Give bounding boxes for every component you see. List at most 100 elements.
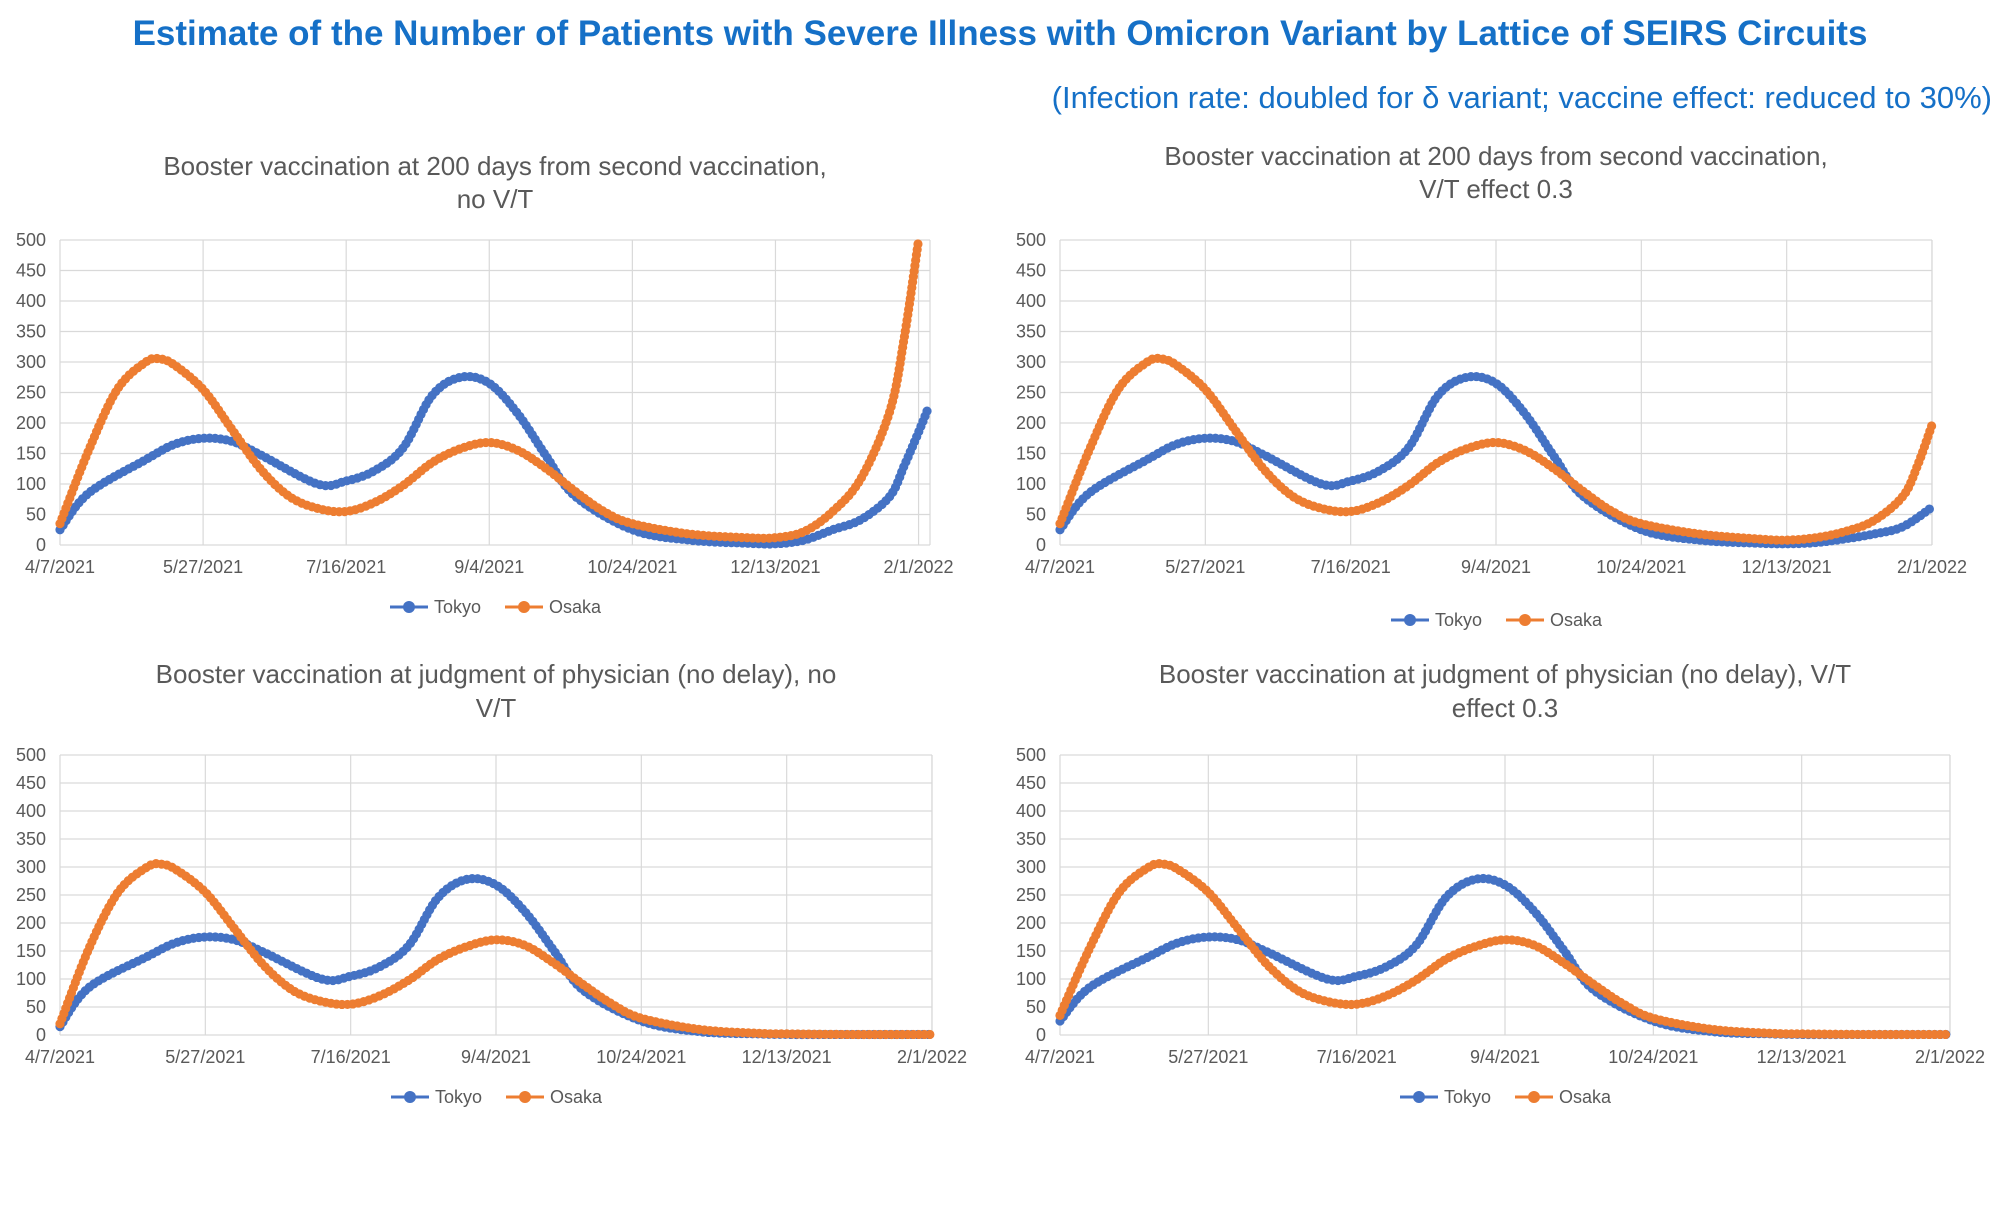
y-tick-label: 450 <box>16 773 46 793</box>
legend-label-tokyo: Tokyo <box>435 1087 482 1107</box>
legend-label-osaka: Osaka <box>1550 610 1603 630</box>
chart-1: Booster vaccination at 200 days from sec… <box>16 151 954 617</box>
y-tick-label: 150 <box>16 941 46 961</box>
series-osaka <box>1055 859 1951 1040</box>
series-line-tokyo <box>58 374 929 546</box>
legend-marker-tokyo <box>403 601 415 613</box>
y-tick-label: 400 <box>16 801 46 821</box>
y-tick-label: 200 <box>1016 413 1046 433</box>
y-tick-label: 50 <box>1026 505 1046 525</box>
chart-panel-4: Booster vaccination at judgment of physi… <box>1000 655 2000 1215</box>
series-osaka <box>55 239 923 543</box>
x-tick-label: 5/27/2021 <box>163 557 243 577</box>
y-tick-label: 50 <box>26 505 46 525</box>
y-tick-label: 500 <box>1016 745 1046 765</box>
x-tick-label: 2/1/2022 <box>884 557 954 577</box>
y-tick-label: 450 <box>1016 773 1046 793</box>
x-tick-label: 10/24/2021 <box>1596 557 1686 577</box>
chart-title-line: V/T effect 0.3 <box>1419 174 1573 204</box>
chart-title-line: Booster vaccination at 200 days from sec… <box>1164 141 1827 171</box>
x-tick-label: 7/16/2021 <box>306 557 386 577</box>
legend-label-osaka: Osaka <box>549 597 602 617</box>
x-tick-label: 2/1/2022 <box>1897 557 1967 577</box>
y-tick-label: 150 <box>1016 941 1046 961</box>
y-tick-label: 350 <box>16 829 46 849</box>
x-tick-label: 12/13/2021 <box>1742 557 1832 577</box>
chart-panel-3: Booster vaccination at judgment of physi… <box>0 655 1000 1215</box>
y-tick-label: 300 <box>1016 352 1046 372</box>
y-tick-label: 500 <box>16 745 46 765</box>
y-tick-label: 350 <box>1016 829 1046 849</box>
x-tick-label: 5/27/2021 <box>1168 1047 1248 1067</box>
y-tick-label: 450 <box>16 261 46 281</box>
x-tick-label: 12/13/2021 <box>742 1047 832 1067</box>
y-tick-label: 100 <box>16 474 46 494</box>
data-point <box>1924 504 1934 514</box>
legend-label-tokyo: Tokyo <box>1435 610 1482 630</box>
legend-label-osaka: Osaka <box>1559 1087 1612 1107</box>
y-tick-label: 100 <box>1016 474 1046 494</box>
x-tick-label: 5/27/2021 <box>1165 557 1245 577</box>
chart-title-line: Booster vaccination at judgment of physi… <box>1159 659 1851 689</box>
x-tick-label: 10/24/2021 <box>596 1047 686 1067</box>
legend-marker-osaka <box>1519 614 1531 626</box>
x-tick-label: 9/4/2021 <box>454 557 524 577</box>
y-tick-label: 500 <box>1016 230 1046 250</box>
y-tick-label: 200 <box>1016 913 1046 933</box>
data-point <box>925 1029 935 1040</box>
y-tick-label: 250 <box>1016 383 1046 403</box>
legend-label-tokyo: Tokyo <box>1444 1087 1491 1107</box>
x-tick-label: 10/24/2021 <box>587 557 677 577</box>
y-tick-label: 250 <box>16 885 46 905</box>
x-tick-label: 9/4/2021 <box>1470 1047 1540 1067</box>
y-tick-label: 400 <box>16 291 46 311</box>
x-tick-label: 7/16/2021 <box>1317 1047 1397 1067</box>
x-tick-label: 7/16/2021 <box>1311 557 1391 577</box>
chart-panel-1: Booster vaccination at 200 days from sec… <box>0 140 1000 700</box>
y-tick-label: 250 <box>1016 885 1046 905</box>
y-tick-label: 50 <box>26 997 46 1017</box>
y-tick-label: 0 <box>1036 1025 1046 1045</box>
y-tick-label: 150 <box>16 444 46 464</box>
x-tick-label: 2/1/2022 <box>897 1047 967 1067</box>
x-tick-label: 4/7/2021 <box>1025 1047 1095 1067</box>
y-tick-label: 200 <box>16 913 46 933</box>
legend-marker-osaka <box>519 1091 531 1103</box>
x-tick-label: 9/4/2021 <box>1461 557 1531 577</box>
x-tick-label: 4/7/2021 <box>25 1047 95 1067</box>
y-tick-label: 400 <box>1016 291 1046 311</box>
series-tokyo <box>1055 371 1934 549</box>
page-subtitle: (Infection rate: doubled for δ variant; … <box>1051 80 1992 115</box>
y-tick-label: 300 <box>1016 857 1046 877</box>
series-tokyo <box>1055 873 1951 1040</box>
y-tick-label: 150 <box>1016 444 1046 464</box>
chart-4: Booster vaccination at judgment of physi… <box>1016 659 1985 1107</box>
chart-title-line: no V/T <box>457 184 534 214</box>
chart-title-line: Booster vaccination at 200 days from sec… <box>163 151 826 181</box>
legend-marker-tokyo <box>1413 1091 1425 1103</box>
y-tick-label: 350 <box>16 322 46 342</box>
x-tick-label: 10/24/2021 <box>1608 1047 1698 1067</box>
data-point <box>922 406 932 416</box>
legend-marker-osaka <box>518 601 530 613</box>
legend-marker-osaka <box>1528 1091 1540 1103</box>
y-tick-label: 100 <box>16 969 46 989</box>
y-tick-label: 250 <box>16 383 46 403</box>
x-tick-label: 2/1/2022 <box>1915 1047 1985 1067</box>
legend-label-tokyo: Tokyo <box>434 597 481 617</box>
x-tick-label: 4/7/2021 <box>1025 557 1095 577</box>
chart-title-line: effect 0.3 <box>1452 693 1559 723</box>
legend-marker-tokyo <box>404 1091 416 1103</box>
series-osaka <box>55 859 935 1040</box>
chart-2: Booster vaccination at 200 days from sec… <box>1016 141 1967 630</box>
data-point <box>1940 1029 1951 1040</box>
x-tick-label: 9/4/2021 <box>461 1047 531 1067</box>
y-tick-label: 0 <box>36 535 46 555</box>
x-tick-label: 7/16/2021 <box>311 1047 391 1067</box>
data-point <box>913 239 923 249</box>
legend-label-osaka: Osaka <box>550 1087 603 1107</box>
y-tick-label: 0 <box>36 1025 46 1045</box>
chart-3: Booster vaccination at judgment of physi… <box>16 659 967 1107</box>
series-osaka <box>1055 353 1937 545</box>
y-tick-label: 350 <box>1016 322 1046 342</box>
